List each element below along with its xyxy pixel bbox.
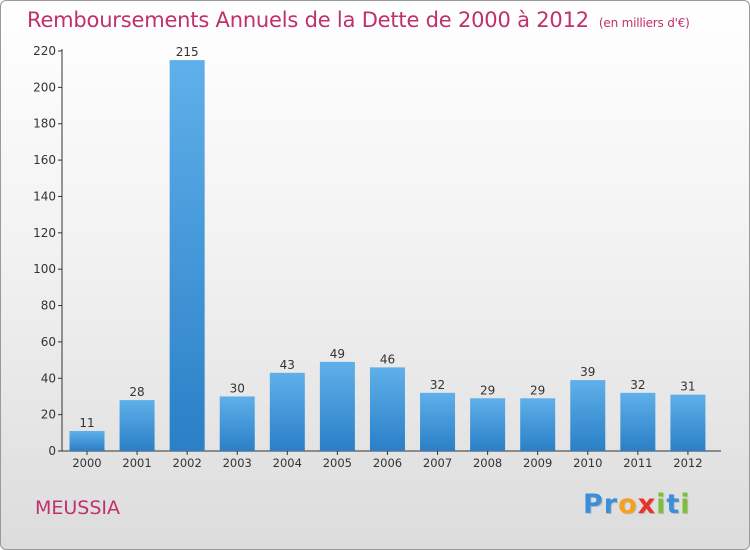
- chart-unit: (en milliers d'€): [598, 16, 690, 30]
- bar-value-label: 32: [430, 378, 445, 392]
- y-tick-label: 120: [33, 226, 56, 240]
- x-tick-label: 2003: [223, 456, 252, 470]
- logo-letter: o: [618, 489, 638, 520]
- bar: [169, 60, 205, 451]
- bar-value-label: 28: [129, 385, 144, 399]
- bar: [319, 361, 355, 451]
- logo-letter: x: [637, 489, 657, 520]
- bar-value-label: 32: [630, 378, 645, 392]
- proxiti-logo: Proxiti: [583, 489, 691, 520]
- logo-letter: i: [680, 489, 691, 520]
- x-tick-label: 2008: [473, 456, 502, 470]
- x-tick-label: 2006: [373, 456, 402, 470]
- x-tick-label: 2009: [523, 456, 552, 470]
- bar: [570, 380, 606, 451]
- bar-value-label: 215: [176, 45, 199, 59]
- y-tick-label: 140: [33, 189, 56, 203]
- logo-letter: i: [656, 489, 667, 520]
- logo-letter: P: [583, 489, 604, 520]
- y-tick-label: 220: [33, 44, 56, 58]
- bar: [670, 394, 706, 451]
- axes: 0 20 40 60 80 100 120 140 160 180 200 220 2000 2001 20…: [33, 44, 721, 470]
- y-tick-label: 100: [33, 262, 56, 276]
- x-tick-label: 2002: [173, 456, 202, 470]
- bar-value-label: 30: [230, 381, 245, 395]
- x-tick-label: 2005: [323, 456, 352, 470]
- x-tick-label: 2007: [423, 456, 452, 470]
- logo-letter: t: [666, 489, 681, 520]
- y-tick-label: 0: [48, 444, 56, 458]
- x-tick-label: 2010: [573, 456, 602, 470]
- x-tick-label: 2001: [122, 456, 151, 470]
- bar-value-label: 29: [480, 383, 495, 397]
- bar: [269, 372, 305, 451]
- logo-letter: r: [603, 489, 619, 520]
- bar: [520, 398, 556, 451]
- bar-value-label: 46: [380, 352, 395, 366]
- chart-title-text: Remboursements Annuels de la Dette de 20…: [27, 8, 589, 32]
- bar-value-label: 29: [530, 383, 545, 397]
- y-tick-label: 160: [33, 153, 56, 167]
- y-tick-label: 40: [41, 371, 56, 385]
- bars: 11 28 215 30 43 49 46 32 29 29 39 32 31: [69, 45, 706, 451]
- y-tick-label: 60: [41, 335, 56, 349]
- x-tick-label: 2004: [273, 456, 302, 470]
- bar: [420, 392, 456, 451]
- chart-title: Remboursements Annuels de la Dette de 20…: [27, 8, 690, 32]
- bar-value-label: 43: [280, 358, 295, 372]
- bar-value-label: 49: [330, 347, 345, 361]
- bar: [69, 431, 105, 451]
- y-tick-label: 180: [33, 117, 56, 131]
- x-tick-label: 2011: [623, 456, 652, 470]
- bar-value-label: 31: [680, 380, 695, 394]
- x-tick-label: 2012: [673, 456, 702, 470]
- y-tick-label: 20: [41, 408, 56, 422]
- bar: [470, 398, 506, 451]
- bar: [369, 367, 405, 451]
- bar: [620, 392, 656, 451]
- town-name: MEUSSIA: [35, 497, 121, 519]
- x-tick-label: 2000: [72, 456, 101, 470]
- y-tick-label: 200: [33, 80, 56, 94]
- bar-value-label: 11: [79, 416, 94, 430]
- bar: [219, 396, 255, 451]
- y-tick-label: 80: [41, 299, 56, 313]
- bar: [119, 400, 155, 451]
- bar-value-label: 39: [580, 365, 595, 379]
